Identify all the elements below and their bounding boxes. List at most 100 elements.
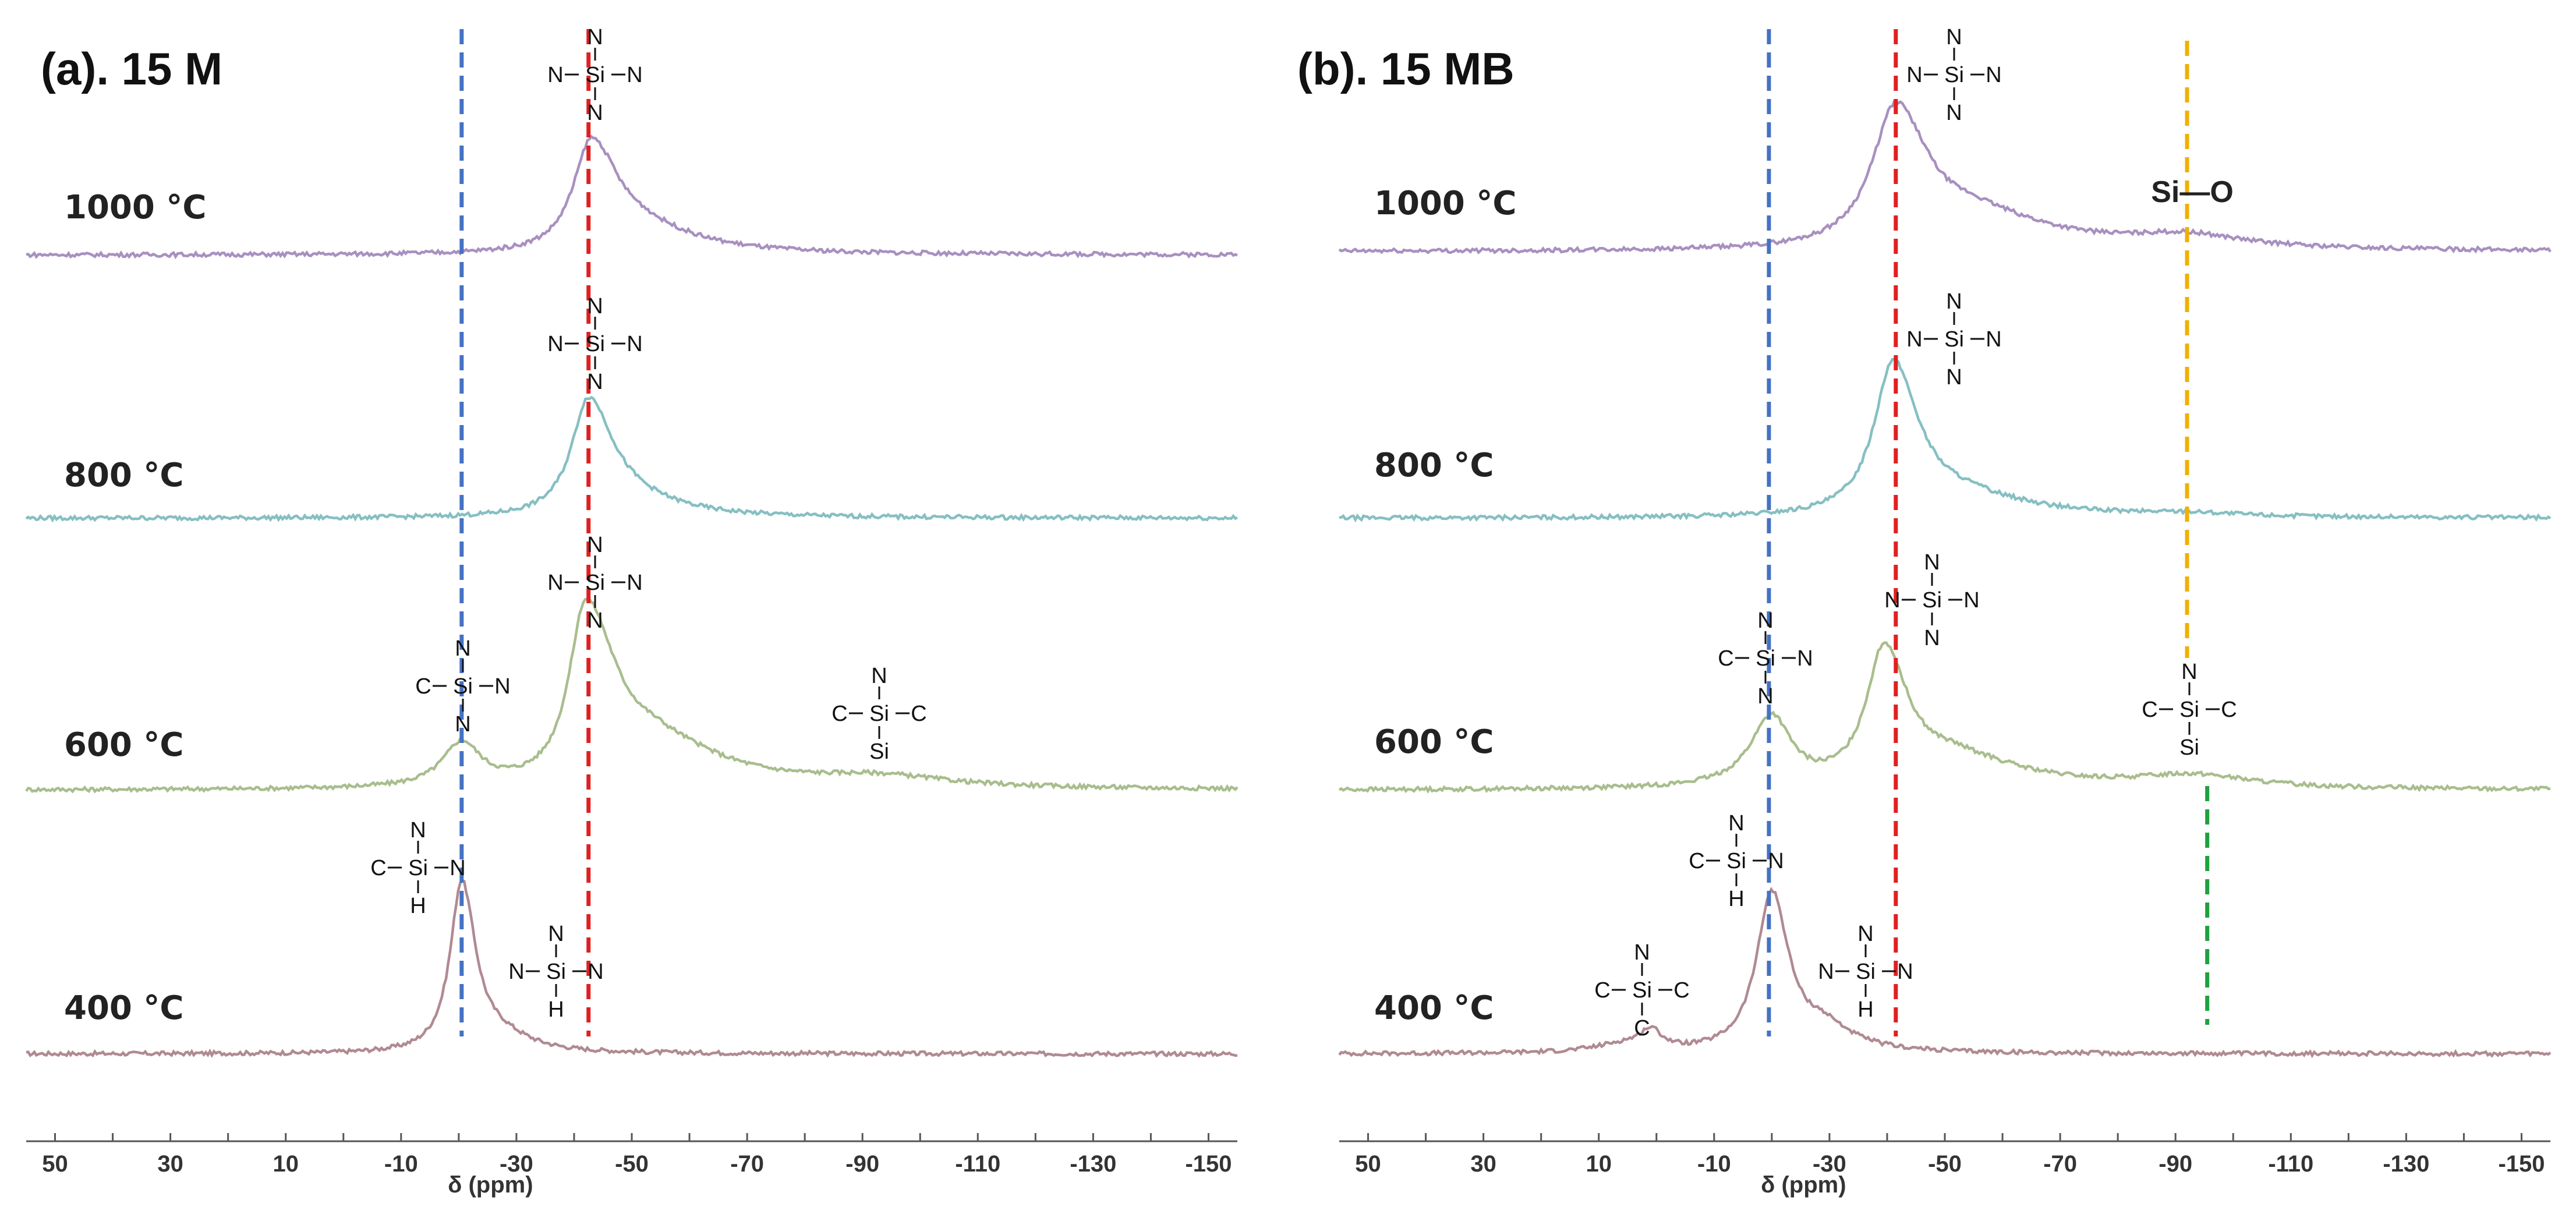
struct-west: C: [1689, 849, 1704, 873]
struct-west: C: [2142, 698, 2157, 722]
struct-west: C: [415, 674, 431, 699]
temperature-label: 800 °C: [64, 456, 184, 494]
x-tick-label: -130: [2383, 1151, 2429, 1177]
temperature-label: 1000 °C: [64, 189, 206, 227]
x-tick-label: -30: [500, 1151, 533, 1177]
struct-south: H: [548, 997, 564, 1022]
struct-east: C: [911, 702, 926, 726]
struct-south: N: [1924, 626, 1940, 650]
struct-south: N: [1757, 684, 1773, 709]
struct-south: N: [587, 101, 603, 125]
struct-south: H: [1857, 997, 1873, 1022]
struct-east: N: [1897, 960, 1913, 984]
struct-west: N: [1818, 960, 1834, 984]
struct-north: N: [587, 25, 603, 49]
struct-west: N: [508, 960, 524, 984]
spectrum-line: [26, 879, 1237, 1059]
struct-center: Si: [585, 571, 605, 595]
struct-east: N: [1986, 327, 2001, 352]
struct-west: N: [1906, 327, 1922, 352]
struct-east: C: [1673, 978, 1689, 1003]
temperature-label: 400 °C: [64, 989, 184, 1027]
struct-east: N: [450, 856, 465, 880]
struct-center: Si: [546, 960, 566, 984]
x-tick-label: -110: [955, 1151, 1000, 1177]
spectrum-line: [1338, 100, 2552, 254]
struct-west: N: [547, 63, 563, 87]
struct-east: N: [1986, 63, 2001, 87]
struct-east: N: [627, 332, 642, 356]
struct-center: Si: [585, 63, 605, 87]
x-tick-label: -90: [2159, 1151, 2192, 1177]
struct-east: C: [2221, 698, 2237, 722]
x-axis-label: δ (ppm): [448, 1172, 533, 1198]
struct-north: N: [1728, 811, 1744, 836]
struct-south: N: [1946, 101, 1962, 125]
struct-center: Si: [2179, 698, 2199, 722]
x-tick-label: -70: [730, 1151, 764, 1177]
struct-east: N: [1963, 588, 1979, 613]
struct-center: Si: [585, 332, 605, 356]
struct-south: N: [1946, 365, 1962, 390]
struct-south: Si: [2179, 735, 2199, 760]
struct-east: N: [1797, 646, 1813, 671]
struct-center: Si: [453, 674, 473, 699]
x-tick-label: -70: [2043, 1151, 2077, 1177]
spectrum-line: [1338, 887, 2552, 1059]
x-tick-label: 10: [1586, 1151, 1612, 1177]
struct-south: N: [587, 608, 603, 633]
spectrum-line: [25, 395, 1238, 523]
struct-center: Si: [1726, 849, 1746, 873]
x-tick-label: -50: [1928, 1151, 1962, 1177]
x-tick-label: -130: [1070, 1151, 1116, 1177]
struct-south: N: [455, 712, 470, 737]
x-tick-label: -90: [845, 1151, 879, 1177]
struct-center: Si: [1632, 978, 1652, 1003]
struct-west: C: [1594, 978, 1610, 1003]
struct-center: Si: [1856, 960, 1876, 984]
struct-north: N: [587, 533, 603, 557]
struct-north: N: [587, 294, 603, 318]
struct-center: Si: [1756, 646, 1775, 671]
struct-west: N: [547, 571, 563, 595]
struct-north: N: [1924, 550, 1940, 575]
struct-CSiC-600: Si N Si C C: [2142, 660, 2237, 760]
x-tick-label: -10: [384, 1151, 418, 1177]
x-tick-label: 50: [1355, 1151, 1381, 1177]
struct-north: N: [1757, 608, 1773, 633]
struct-north: N: [410, 818, 426, 843]
struct-north: N: [1857, 922, 1873, 946]
struct-center: Si: [1922, 588, 1942, 613]
struct-south: N: [587, 370, 603, 394]
x-tick-label: -150: [1185, 1151, 1232, 1177]
struct-east: N: [588, 960, 603, 984]
struct-north: N: [1946, 25, 1962, 49]
spectrum-line: [26, 135, 1238, 260]
x-tick-label: 50: [42, 1151, 68, 1177]
struct-south: C: [1634, 1016, 1650, 1041]
x-tick-label: -110: [2268, 1151, 2313, 1177]
x-axis-label: δ (ppm): [1761, 1172, 1846, 1198]
temperature-label: 600 °C: [1374, 723, 1494, 761]
x-tick-label: -50: [615, 1151, 649, 1177]
temperature-label: 400 °C: [1374, 989, 1494, 1027]
spectrum-line: [1339, 358, 2552, 523]
spectrum-line: [25, 597, 1239, 794]
panel-title: (b). 15 MB: [1297, 43, 1515, 94]
x-tick-label: -150: [2498, 1151, 2545, 1177]
struct-north: N: [455, 636, 470, 661]
